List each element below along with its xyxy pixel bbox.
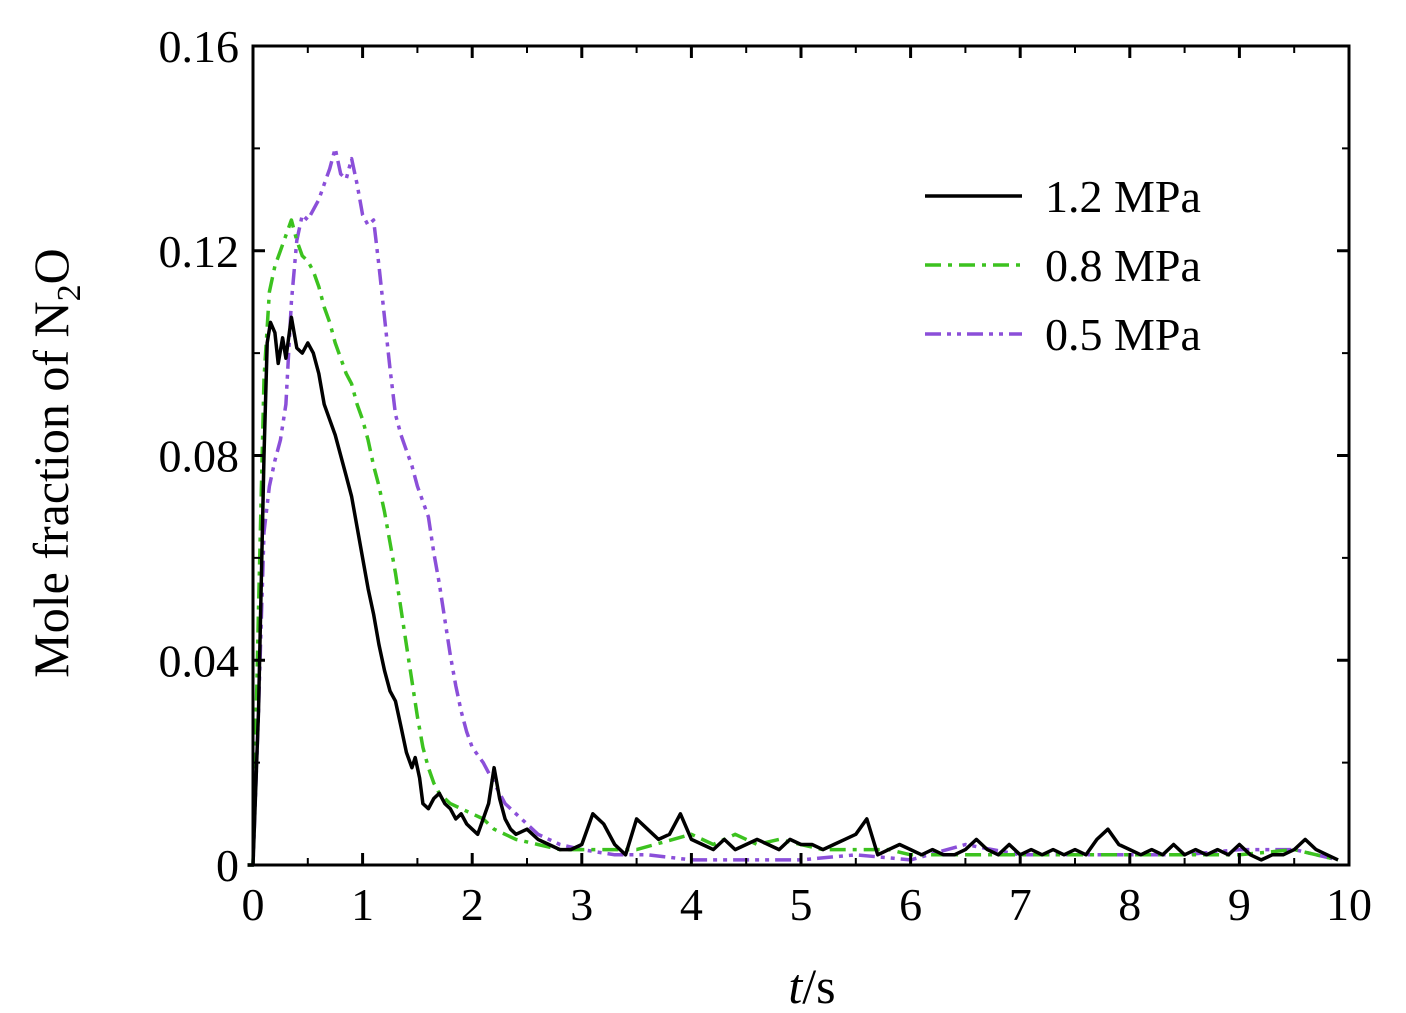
x-tick-label: 7	[1009, 879, 1032, 930]
series-line	[247, 146, 1339, 867]
x-tick-label: 10	[1326, 879, 1372, 930]
y-tick-label: 0.04	[159, 635, 240, 686]
legend-label: 0.8 MPa	[1045, 240, 1201, 291]
x-axis-title: t/s	[788, 958, 835, 1013]
y-tick-label: 0.16	[159, 21, 240, 72]
legend: 1.2 MPa 0.8 MPa 0.5 MPa	[925, 171, 1201, 360]
labels-layer: 0 1 2 3 4 5 6 7 8 9 10 0 0.04 0.08 0.12 0.16	[159, 21, 1373, 930]
legend-label: 0.5 MPa	[1045, 309, 1201, 360]
x-tick-label: 4	[680, 879, 703, 930]
x-tick-label: 1	[351, 879, 374, 930]
x-tick-label: 2	[461, 879, 484, 930]
x-tick-label: 8	[1118, 879, 1141, 930]
y-tick-label: 0.08	[159, 431, 240, 482]
plot-frame	[251, 44, 1351, 867]
ticks-layer	[251, 44, 1351, 867]
x-tick-label: 5	[790, 879, 813, 930]
x-tick-label: 9	[1228, 879, 1251, 930]
x-tick-label: 3	[570, 879, 593, 930]
y-tick-label: 0.12	[159, 226, 240, 277]
series-layer	[247, 146, 1339, 867]
legend-label: 1.2 MPa	[1045, 171, 1201, 222]
series-line	[247, 315, 1339, 867]
x-tick-label: 6	[899, 879, 922, 930]
y-axis-title: Mole fraction of N2O	[23, 248, 88, 677]
x-tick-label: 0	[242, 879, 265, 930]
y-tick-label: 0	[216, 840, 239, 891]
